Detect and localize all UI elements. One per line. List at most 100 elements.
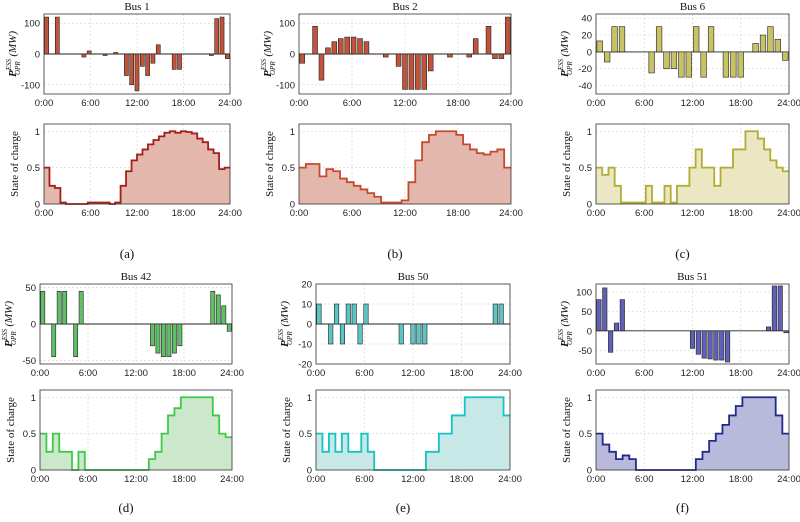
bar [608, 330, 614, 353]
bar [415, 53, 421, 90]
y-axis-label: PESSOPR (MW) [277, 301, 294, 347]
y-tick-label: 0.5 [282, 163, 295, 174]
x-tick-label: 12:00 [681, 368, 705, 379]
soc-area [40, 397, 232, 470]
x-tick-label: 12:00 [401, 474, 425, 485]
x-tick-label: 18:00 [729, 368, 753, 379]
y-axis-label: PESSOPR (MW) [260, 31, 277, 77]
bar [221, 305, 227, 325]
bar [466, 53, 472, 58]
x-tick-label: 0:00 [587, 474, 606, 485]
bar [350, 36, 357, 55]
x-tick-label: 0:00 [31, 368, 50, 379]
bar [408, 53, 415, 90]
bar [737, 51, 744, 78]
plot-frame [43, 13, 231, 95]
y-tick-label: 0 [587, 200, 592, 211]
y-tick-label: -10 [298, 340, 312, 351]
subfigure-label: (a) [120, 246, 134, 261]
bar [485, 26, 492, 55]
plot-frame [595, 283, 790, 365]
bar [339, 323, 345, 345]
subfigure-label: (f) [676, 500, 689, 515]
bar [155, 323, 161, 354]
x-tick-label: 6:00 [635, 368, 654, 379]
y-axis-label: State of charge [264, 131, 276, 197]
bar [62, 290, 68, 325]
bar [150, 53, 156, 64]
bar [722, 51, 730, 78]
soc-subplot: 0:00 6:00 12:00 18:00 24:00 0 0.5 1 State of cha… [5, 389, 244, 485]
bar [357, 323, 363, 345]
bar [774, 38, 781, 53]
y-tick-label: 100 [279, 19, 295, 30]
plot-frame [39, 389, 233, 471]
bar [225, 53, 230, 59]
bar [766, 326, 772, 332]
panel-title: Bus 50 [398, 271, 429, 283]
soc-subplot: 0:00 6:00 12:00 18:00 24:00 0 0.5 1 State of cha… [561, 123, 800, 219]
x-tick-label: 18:00 [172, 368, 196, 379]
x-tick-label: 24:00 [220, 474, 244, 485]
y-tick-label: 0 [31, 466, 36, 477]
bar [767, 26, 774, 53]
plot-frame [315, 389, 511, 471]
y-tick-label: 50 [581, 307, 592, 318]
x-tick-label: 0:00 [290, 98, 309, 109]
plot-frame [595, 13, 790, 95]
y-tick-label: 40 [581, 14, 592, 25]
y-tick-label: 50 [25, 283, 36, 294]
subfigure-label: (e) [396, 500, 410, 515]
bar [102, 53, 108, 56]
x-tick-label: 6:00 [635, 474, 654, 485]
x-tick-label: 18:00 [450, 474, 474, 485]
subfigure-label: (d) [118, 500, 133, 515]
bar [139, 53, 145, 67]
bar [719, 330, 725, 361]
x-tick-label: 6:00 [343, 98, 362, 109]
bar [40, 290, 46, 325]
x-tick-label: 0:00 [31, 474, 50, 485]
bar [351, 303, 357, 325]
bar [226, 323, 232, 332]
bar [782, 51, 789, 61]
bar [113, 52, 119, 55]
y-axis-label: PESSOPR (MW) [1, 301, 18, 347]
bar [316, 303, 322, 325]
y-axis-label: PESSOPR (MW) [557, 301, 574, 347]
panel-a: Bus 1 0:00 6:00 12:00 18:00 24:00 -100 0 100PESS… [5, 1, 242, 261]
bar [421, 53, 428, 90]
bar [73, 323, 79, 358]
bar [410, 323, 416, 345]
x-tick-label: 24:00 [498, 368, 522, 379]
bar [701, 330, 707, 359]
bar [416, 323, 422, 345]
x-tick-label: 12:00 [393, 98, 417, 109]
y-tick-label: 100 [576, 287, 592, 298]
bar [783, 330, 789, 334]
x-tick-label: 0:00 [587, 98, 606, 109]
bar [338, 38, 344, 55]
bar [328, 323, 334, 345]
bar [219, 16, 225, 55]
bar [129, 53, 135, 86]
bar [648, 51, 655, 74]
bar [214, 18, 220, 55]
y-tick-label: 20 [581, 31, 592, 42]
bar [695, 330, 701, 355]
panel-title: Bus 1 [124, 1, 149, 13]
x-tick-label: 24:00 [220, 368, 244, 379]
bar [707, 330, 713, 360]
bar [86, 50, 92, 55]
bar [655, 26, 663, 53]
y-tick-label: 100 [24, 19, 40, 30]
y-tick-label: 0 [290, 200, 295, 211]
bar [759, 34, 767, 53]
y-tick-label: 0 [587, 47, 592, 58]
y-tick-label: 1 [31, 393, 36, 404]
plot-frame [43, 123, 231, 205]
panel-title: Bus 6 [680, 1, 706, 13]
panel-e: Bus 500:00 6:00 12:00 18:00 24:00-20-1001020… [277, 271, 522, 515]
soc-area [44, 131, 230, 204]
